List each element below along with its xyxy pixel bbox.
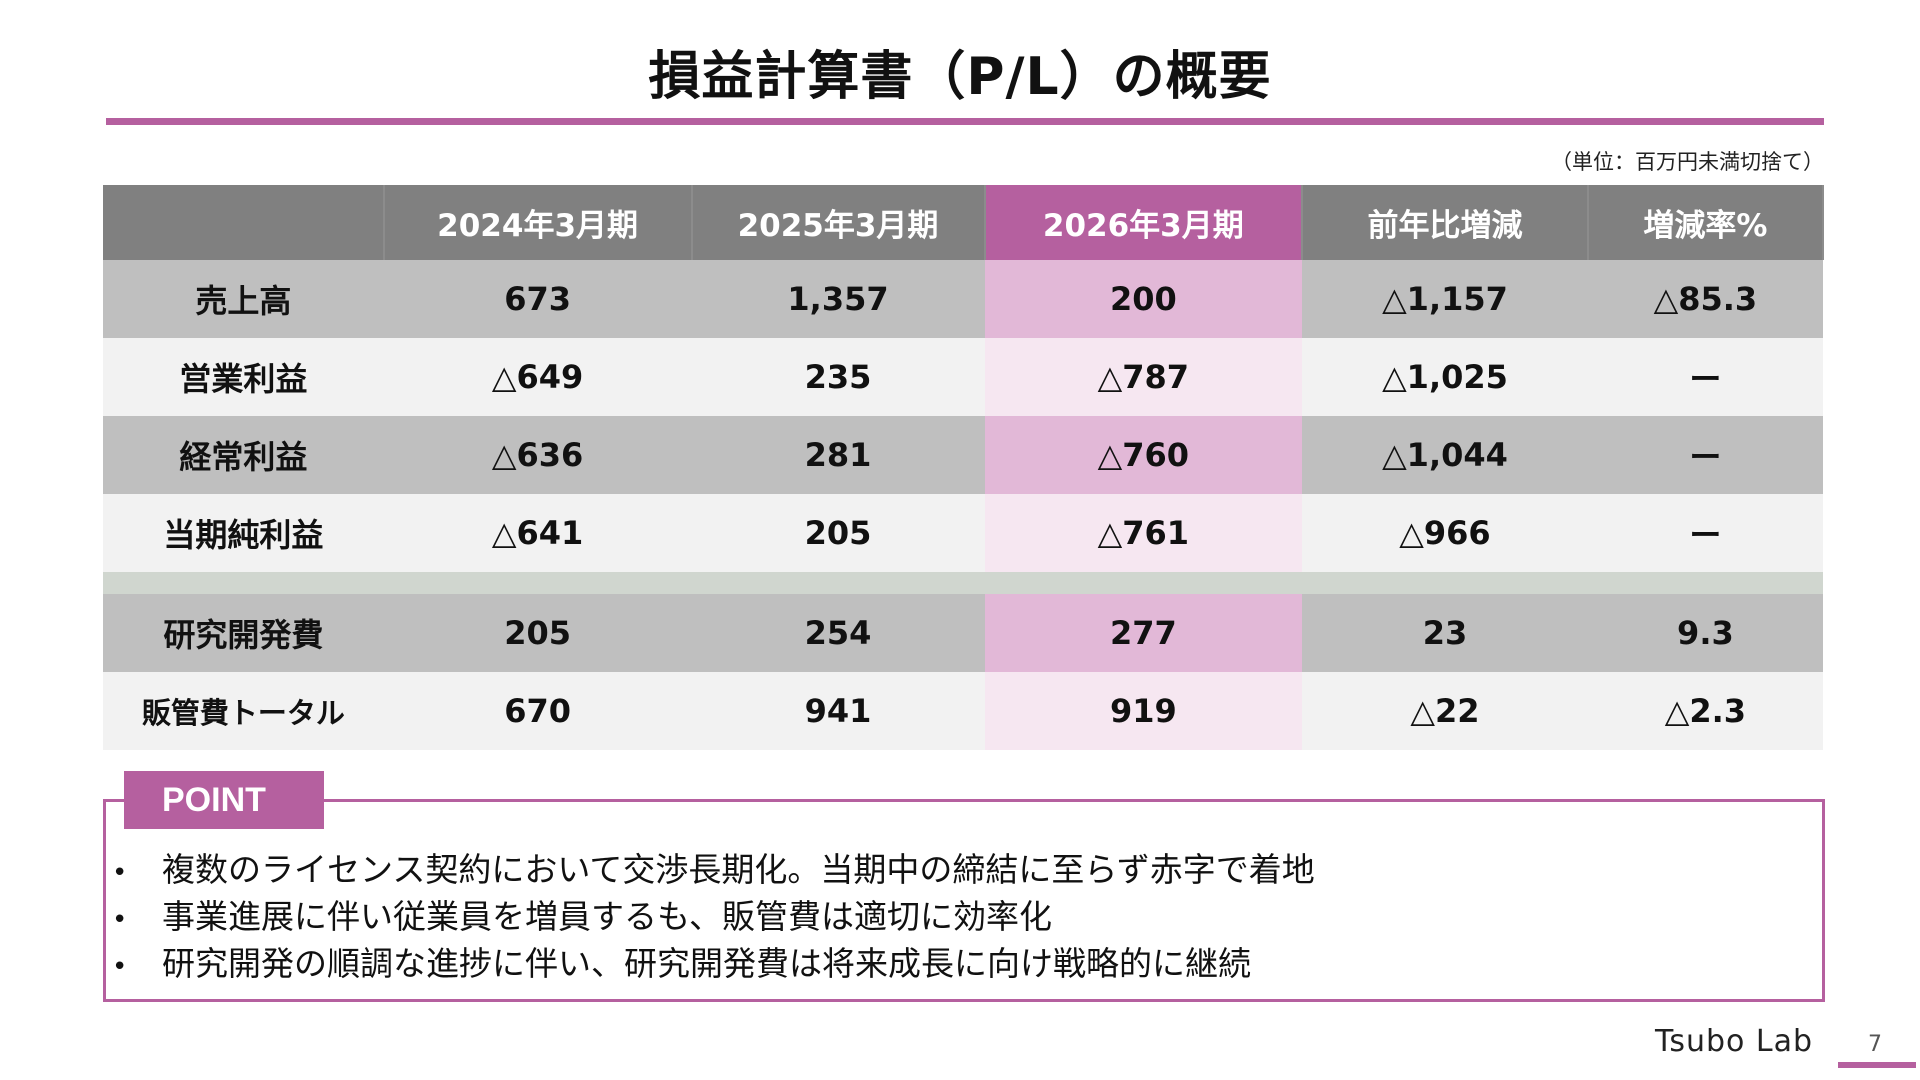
point-item: • 研究開発の順調な進捗に伴い、研究開発費は将来成長に向け戦略的に継続 (112, 942, 1315, 989)
point-item-text: 複数のライセンス契約において交渉長期化。当期中の締結に至らず赤字で着地 (162, 850, 1315, 889)
row-label: 研究開発費 (103, 594, 384, 672)
header-fy2024: 2024年3月期 (383, 185, 693, 260)
cell-yoy-change: △1,157 (1302, 260, 1588, 338)
cell-change-rate: ー (1587, 338, 1823, 416)
table-row-sga-total: 販管費トータル 670 941 919 △22 △2.3 (103, 672, 1823, 750)
cell-fy2026: 277 (984, 594, 1303, 672)
title-underline (106, 118, 1824, 125)
row-label: 販管費トータル (103, 672, 384, 750)
cell-fy2024: 670 (383, 672, 692, 750)
cell-yoy-change: 23 (1302, 594, 1588, 672)
point-item-text: 研究開発の順調な進捗に伴い、研究開発費は将来成長に向け戦略的に継続 (162, 944, 1251, 983)
point-item: • 事業進展に伴い従業員を増員するも、販管費は適切に効率化 (112, 895, 1315, 942)
cell-fy2025: 941 (691, 672, 985, 750)
header-change-rate: 増減率% (1587, 185, 1825, 260)
cell-fy2024: 205 (383, 594, 692, 672)
cell-change-rate: △2.3 (1587, 672, 1823, 750)
unit-note: （単位：百万円未満切捨て） (1551, 150, 1824, 174)
row-label: 当期純利益 (103, 494, 384, 572)
header-fy2025: 2025年3月期 (691, 185, 986, 260)
table-row-ordinary-income: 経常利益 △636 281 △760 △1,044 ー (103, 416, 1823, 494)
cell-yoy-change: △22 (1302, 672, 1588, 750)
bullet-icon: • (112, 905, 128, 935)
cell-fy2025: 1,357 (691, 260, 985, 338)
cell-fy2024: 673 (383, 260, 692, 338)
header-yoy-change: 前年比増減 (1302, 185, 1589, 260)
cell-change-rate: ー (1587, 494, 1823, 572)
company-logo: Tsubo Lab (1655, 1024, 1814, 1059)
table-row-operating-income: 営業利益 △649 235 △787 △1,025 ー (103, 338, 1823, 416)
cell-fy2025: 235 (691, 338, 985, 416)
cell-fy2025: 254 (691, 594, 985, 672)
table-row-revenue: 売上高 673 1,357 200 △1,157 △85.3 (103, 260, 1823, 338)
point-tag: POINT (124, 771, 324, 829)
cell-yoy-change: △1,044 (1302, 416, 1588, 494)
cell-fy2024: △636 (383, 416, 692, 494)
row-label: 売上高 (103, 260, 384, 338)
cell-fy2026: △787 (984, 338, 1303, 416)
row-label: 営業利益 (103, 338, 384, 416)
cell-change-rate: 9.3 (1587, 594, 1823, 672)
bullet-icon: • (112, 952, 128, 982)
point-list: • 複数のライセンス契約において交渉長期化。当期中の締結に至らず赤字で着地 • 事業… (112, 848, 1315, 989)
cell-change-rate: △85.3 (1587, 260, 1823, 338)
cell-yoy-change: △1,025 (1302, 338, 1588, 416)
bullet-icon: • (112, 858, 128, 888)
cell-fy2026: 919 (984, 672, 1303, 750)
cell-fy2024: △649 (383, 338, 692, 416)
table-spacer-row (103, 572, 1823, 594)
slide-title: 損益計算書（P/L）の概要 (648, 47, 1272, 107)
header-label-corner (103, 185, 385, 260)
point-item-text: 事業進展に伴い従業員を増員するも、販管費は適切に効率化 (162, 897, 1053, 936)
cell-fy2025: 205 (691, 494, 985, 572)
page-number: 7 (1868, 1032, 1882, 1057)
point-item: • 複数のライセンス契約において交渉長期化。当期中の締結に至らず赤字で着地 (112, 848, 1315, 895)
header-fy2026: 2026年3月期 (984, 185, 1304, 260)
point-box (103, 799, 1825, 1002)
pl-table: 2024年3月期 2025年3月期 2026年3月期 前年比増減 増減率% 売上… (103, 185, 1825, 750)
cell-fy2026: 200 (984, 260, 1303, 338)
cell-yoy-change: △966 (1302, 494, 1588, 572)
row-label: 経常利益 (103, 416, 384, 494)
table-row-rnd-expense: 研究開発費 205 254 277 23 9.3 (103, 594, 1823, 672)
cell-fy2026: △760 (984, 416, 1303, 494)
cell-fy2026: △761 (984, 494, 1303, 572)
table-row-net-income: 当期純利益 △641 205 △761 △966 ー (103, 494, 1823, 572)
table-header-row: 2024年3月期 2025年3月期 2026年3月期 前年比増減 増減率% (103, 185, 1825, 260)
cell-fy2025: 281 (691, 416, 985, 494)
cell-fy2024: △641 (383, 494, 692, 572)
page-number-underline (1838, 1062, 1916, 1068)
cell-change-rate: ー (1587, 416, 1823, 494)
